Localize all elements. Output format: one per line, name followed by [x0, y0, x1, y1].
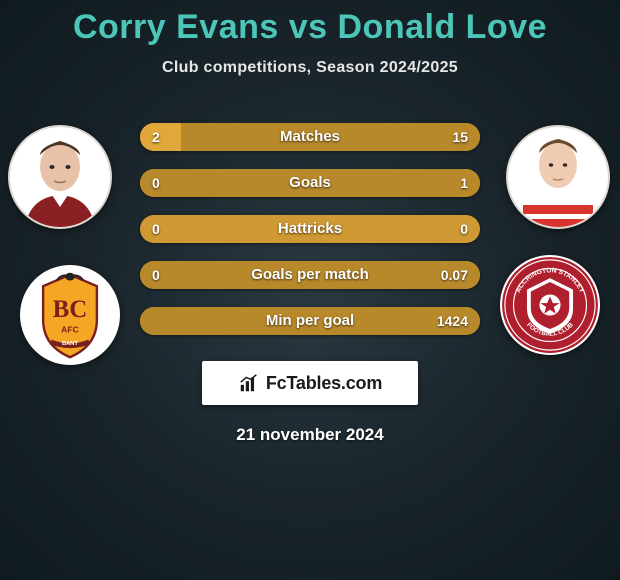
player2-club-crest: ACCRINGTON STANLEY FOOTBALL CLUB: [500, 255, 600, 355]
comparison-date: 21 november 2024: [0, 425, 620, 445]
stat-value-right: 0: [448, 215, 480, 243]
comparison-panel: BC AFC BANT ACCRINGTON STANLEY FOOTBALL …: [0, 105, 620, 445]
stat-value-left: 0: [140, 261, 172, 289]
stat-label: Hattricks: [140, 215, 480, 243]
stat-bar: Goals per match00.07: [140, 261, 480, 289]
chart-icon: [238, 372, 260, 394]
stat-bar: Matches2 15: [140, 123, 480, 151]
stat-bar: Hattricks0 0: [140, 215, 480, 243]
svg-text:BC: BC: [53, 296, 88, 323]
svg-text:BANT: BANT: [62, 341, 78, 347]
stat-value-right: 15: [440, 123, 480, 151]
stats-bars: Matches215Goals01Hattricks00Goals per ma…: [140, 105, 480, 335]
stat-value-left: 2: [140, 123, 172, 151]
page-title: Corry Evans vs Donald Love: [0, 0, 620, 47]
stat-label: Goals: [140, 169, 480, 197]
stat-value-right: 0.07: [429, 261, 480, 289]
svg-text:AFC: AFC: [61, 324, 79, 334]
player1-avatar: [8, 125, 112, 229]
page-subtitle: Club competitions, Season 2024/2025: [0, 59, 620, 77]
stat-value-right: 1424: [425, 307, 480, 335]
stat-label: Matches: [140, 123, 480, 151]
stat-value-right: 1: [448, 169, 480, 197]
stat-value-left: 0: [140, 169, 172, 197]
player1-club-crest: BC AFC BANT: [20, 265, 120, 365]
stat-bar: Goals0 1: [140, 169, 480, 197]
stat-bar: Min per goal1424: [140, 307, 480, 335]
fctables-watermark: FcTables.com: [202, 361, 418, 405]
watermark-text: FcTables.com: [266, 373, 382, 394]
player2-avatar: [506, 125, 610, 229]
stat-value-left: 0: [140, 215, 172, 243]
